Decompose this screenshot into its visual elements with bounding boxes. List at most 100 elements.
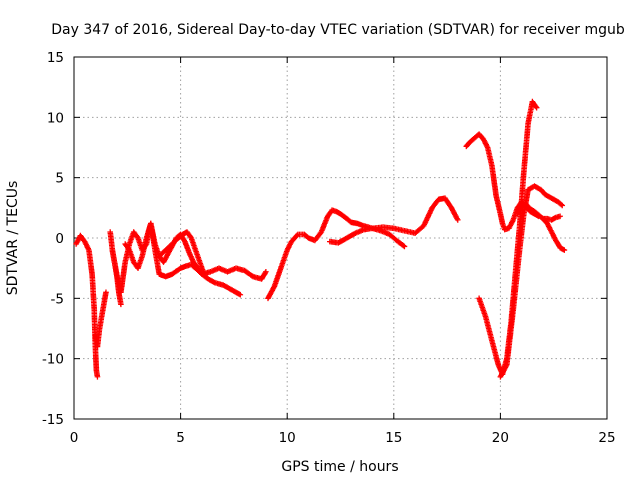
data-point-segment bbox=[329, 207, 338, 214]
data-point-segment bbox=[152, 247, 162, 276]
data-point bbox=[94, 373, 101, 380]
data-point-segment bbox=[188, 261, 198, 271]
data-point-segment bbox=[122, 241, 132, 252]
data-point-segment bbox=[429, 197, 441, 211]
x-tick-label: 0 bbox=[70, 430, 79, 446]
data-point-segment bbox=[480, 136, 490, 149]
data-point bbox=[559, 202, 566, 209]
data-point bbox=[454, 217, 461, 223]
data-point-segment bbox=[448, 205, 460, 222]
data-point-segment bbox=[497, 363, 509, 380]
data-point-segment bbox=[175, 232, 185, 241]
data-point bbox=[533, 104, 540, 111]
data-point-segment bbox=[386, 231, 400, 244]
series-arc5 bbox=[122, 220, 269, 282]
y-axis-label: SDTVAR / TECUs bbox=[5, 181, 21, 296]
data-point-segment bbox=[548, 195, 560, 204]
data-point-segment bbox=[318, 214, 330, 235]
data-point-segment bbox=[324, 208, 334, 220]
data-point-segment bbox=[344, 215, 353, 225]
data-point-segment bbox=[467, 136, 477, 145]
y-tick-label: 10 bbox=[47, 110, 64, 126]
data-point-segment bbox=[521, 122, 531, 175]
series-arc6 bbox=[156, 229, 207, 277]
data-point-segment bbox=[162, 242, 174, 253]
data-point-segment bbox=[476, 295, 488, 318]
x-axis-ticks: 0 5 10 15 20 25 bbox=[70, 57, 616, 446]
series-arc2 bbox=[92, 289, 109, 350]
data-point-segment bbox=[510, 248, 523, 314]
data-point-segment bbox=[489, 337, 501, 366]
data-point-segment bbox=[497, 211, 505, 225]
data-point-segment bbox=[139, 236, 149, 259]
data-point-segment bbox=[555, 199, 564, 208]
series-arc8 bbox=[327, 195, 461, 246]
x-tick-label: 25 bbox=[598, 430, 615, 446]
series-group bbox=[73, 98, 568, 380]
data-point-segment bbox=[284, 240, 294, 253]
series-arc1 bbox=[73, 232, 101, 380]
data-point-segment bbox=[288, 232, 300, 245]
data-point-segment bbox=[553, 213, 562, 221]
data-point-segment bbox=[226, 285, 238, 295]
data-point-segment bbox=[312, 230, 324, 244]
data-point-segment bbox=[531, 183, 543, 192]
data-point-segment bbox=[335, 235, 349, 246]
data-point bbox=[201, 271, 207, 277]
data-point-segment bbox=[531, 208, 541, 217]
grid bbox=[74, 57, 607, 419]
data-point-segment bbox=[553, 237, 563, 250]
data-point-segment bbox=[391, 225, 406, 234]
y-tick-label: 15 bbox=[47, 50, 64, 66]
data-point-segment bbox=[516, 212, 527, 253]
y-tick-label: -15 bbox=[42, 412, 64, 428]
data-point-segment bbox=[529, 98, 539, 110]
data-point-segment bbox=[160, 248, 172, 265]
y-tick-label: 0 bbox=[55, 231, 64, 247]
data-point-segment bbox=[420, 206, 435, 229]
data-point-segment bbox=[463, 139, 473, 150]
chart-title: Day 347 of 2016, Sidereal Day-to-day VTE… bbox=[51, 22, 625, 38]
data-point-segment bbox=[301, 231, 311, 240]
data-point bbox=[118, 301, 124, 308]
data-point-segment bbox=[395, 238, 407, 249]
data-point-segment bbox=[109, 247, 120, 276]
data-point-segment bbox=[489, 162, 499, 198]
data-point bbox=[401, 243, 408, 250]
data-point-segment bbox=[542, 191, 554, 201]
data-point-segment bbox=[536, 212, 545, 221]
data-point-segment bbox=[271, 266, 284, 290]
y-axis-ticks: -15 -10 -5 0 5 10 15 bbox=[42, 50, 607, 428]
data-point-segment bbox=[527, 206, 537, 214]
data-point bbox=[103, 289, 109, 296]
data-point-segment bbox=[544, 215, 553, 223]
data-point bbox=[263, 268, 269, 275]
data-point-segment bbox=[493, 193, 503, 216]
data-point-segment bbox=[156, 248, 168, 259]
data-point-segment bbox=[506, 218, 516, 232]
data-point-segment bbox=[344, 231, 357, 241]
data-point-segment bbox=[94, 327, 103, 350]
data-point-segment bbox=[98, 303, 107, 320]
data-point-segment bbox=[184, 262, 193, 269]
series-arc12 bbox=[514, 201, 563, 223]
data-point-segment bbox=[412, 224, 426, 236]
data-point-segment bbox=[278, 248, 290, 271]
data-point-segment bbox=[442, 195, 454, 210]
x-tick-label: 20 bbox=[492, 430, 509, 446]
data-point-segment bbox=[205, 276, 217, 285]
plot-frame bbox=[73, 56, 608, 420]
data-point bbox=[561, 247, 568, 253]
data-point-segment bbox=[265, 284, 277, 302]
data-point-segment bbox=[514, 205, 524, 217]
data-point-segment bbox=[504, 309, 516, 368]
data-point-segment bbox=[540, 215, 550, 226]
data-point-segment bbox=[501, 225, 511, 233]
data-point-segment bbox=[169, 236, 181, 247]
x-axis-label: GPS time / hours bbox=[281, 459, 398, 475]
data-point-segment bbox=[476, 131, 486, 141]
data-point-segment bbox=[86, 247, 95, 276]
data-point-segment bbox=[220, 282, 232, 291]
data-point-segment bbox=[337, 211, 349, 221]
